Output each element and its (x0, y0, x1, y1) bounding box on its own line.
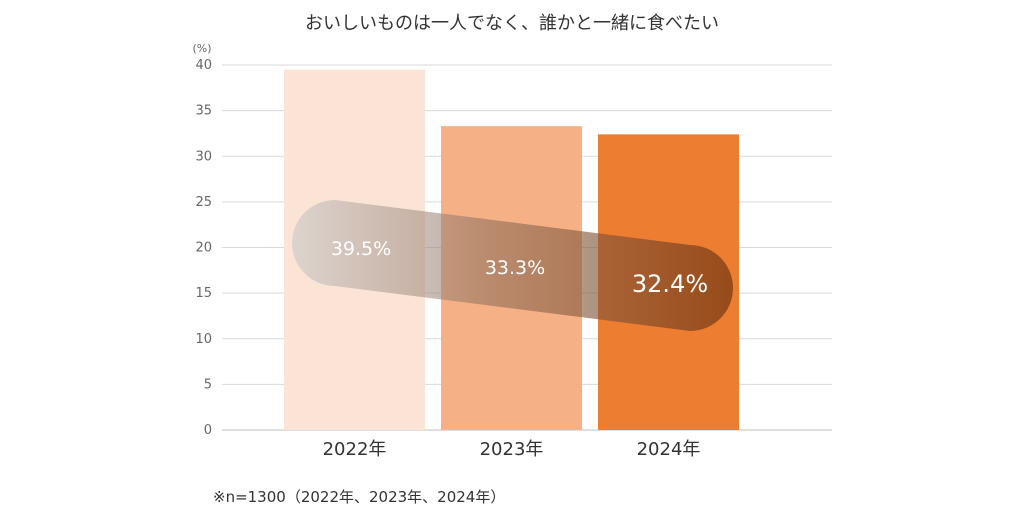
y-tick-label: 35 (195, 104, 212, 119)
x-category-label: 2024年 (637, 439, 701, 460)
y-tick-label: 10 (195, 332, 212, 347)
data-label: 32.4% (632, 270, 708, 298)
sample-size-note: ※n=1300（2022年、2023年、2024年） (213, 488, 505, 506)
chart-title: おいしいものは一人でなく、誰かと一緒に食べたい (305, 13, 719, 34)
data-label: 33.3% (485, 257, 545, 279)
y-tick-label: 5 (204, 377, 212, 392)
x-axis-categories: 2022年 2023年 2024年 (323, 439, 701, 460)
y-tick-label: 20 (195, 241, 212, 256)
y-axis-ticks: 0 5 10 15 20 25 30 35 40 (195, 58, 212, 438)
x-category-label: 2022年 (323, 439, 387, 460)
trend-band-shape (292, 200, 733, 331)
y-tick-label: 40 (195, 58, 212, 73)
y-tick-label: 15 (195, 286, 212, 301)
data-labels: 39.5% 33.3% 32.4% (331, 238, 708, 298)
data-label: 39.5% (331, 238, 391, 260)
trend-band (292, 200, 733, 331)
y-tick-label: 0 (204, 423, 212, 438)
y-axis-unit: (%) (192, 42, 211, 55)
x-category-label: 2023年 (480, 439, 544, 460)
y-tick-label: 25 (195, 195, 212, 210)
y-tick-label: 30 (195, 149, 212, 164)
